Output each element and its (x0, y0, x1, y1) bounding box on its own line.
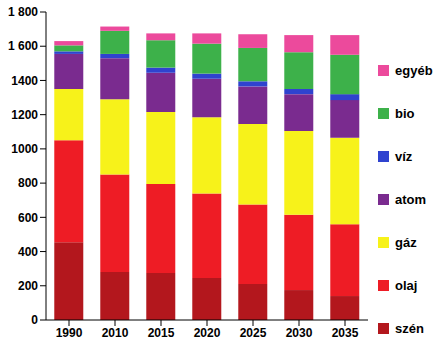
svg-text:2020: 2020 (194, 326, 221, 340)
svg-text:2025: 2025 (240, 326, 267, 340)
svg-text:400: 400 (18, 245, 38, 259)
html-text:egyéb: egyéb (395, 62, 433, 78)
svg-text:2035: 2035 (332, 326, 359, 340)
svg-text:1400: 1400 (11, 74, 38, 88)
svg-text:1200: 1200 (11, 108, 38, 122)
svg-text:1000: 1000 (11, 142, 38, 156)
html-text:víz: víz (395, 148, 413, 164)
html-text:atom: atom (395, 191, 427, 207)
svg-text:0: 0 (31, 313, 38, 327)
html-text:szén: szén (395, 320, 424, 336)
svg-text:600: 600 (18, 211, 38, 225)
svg-text:1990: 1990 (56, 326, 83, 340)
svg-text:1 800: 1 800 (8, 5, 38, 19)
svg-text:800: 800 (18, 176, 38, 190)
svg-text:2010: 2010 (102, 326, 129, 340)
html-text:gáz: gáz (395, 234, 417, 250)
svg-text:1 600: 1 600 (8, 39, 38, 53)
svg-text:200: 200 (18, 279, 38, 293)
svg-text:2030: 2030 (286, 326, 313, 340)
svg-text:2015: 2015 (148, 326, 175, 340)
html-text:bio: bio (395, 105, 415, 121)
html-text:olaj: olaj (395, 277, 418, 293)
